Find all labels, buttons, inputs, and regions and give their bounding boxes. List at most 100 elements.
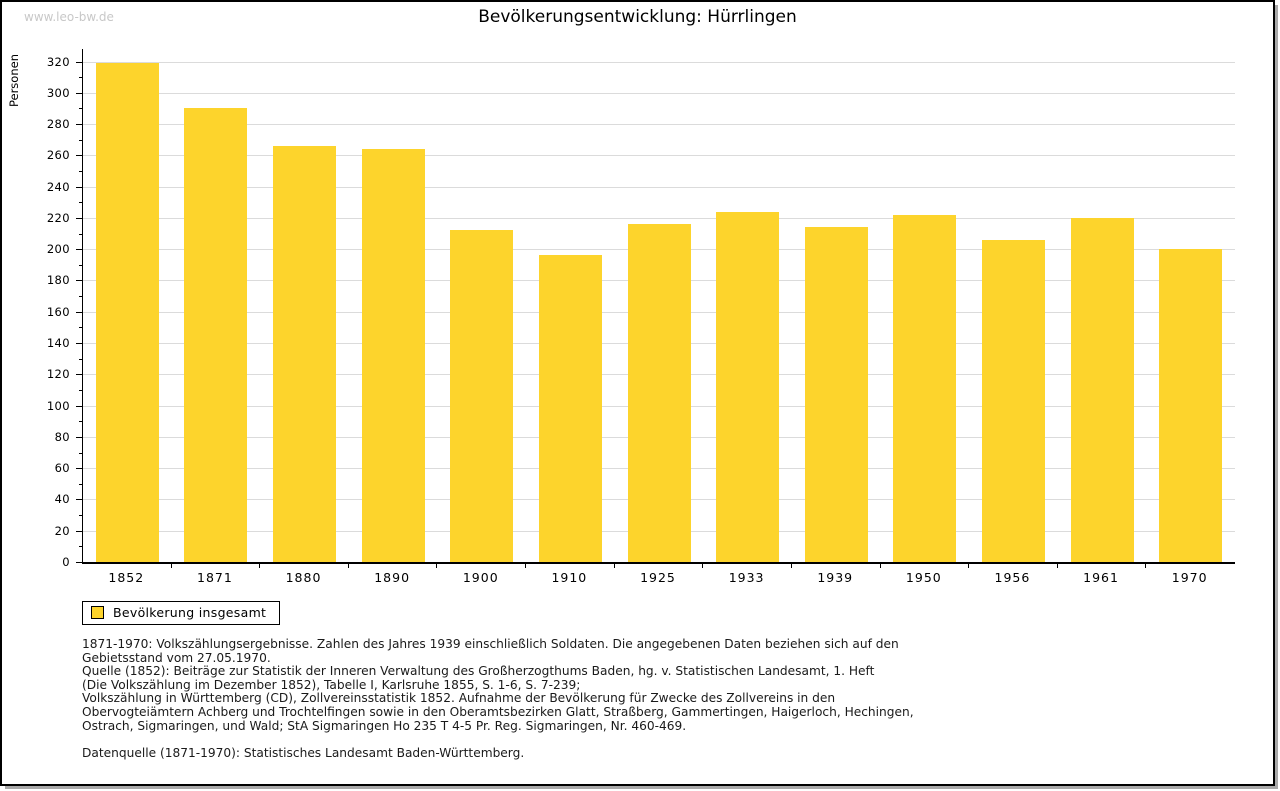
y-tick-label-220: 220: [46, 210, 70, 225]
y-minor-tick-210: [79, 233, 82, 235]
y-major-tick-160: [76, 311, 82, 313]
y-tick-label-40: 40: [54, 492, 70, 507]
bar-1910: [538, 255, 602, 562]
y-major-tick-280: [76, 124, 82, 126]
x-boundary-tick-11: [1056, 564, 1058, 568]
x-tick-label-1910: 1910: [551, 570, 588, 585]
y-major-tick-240: [76, 186, 82, 188]
y-tick-label-20: 20: [54, 523, 70, 538]
x-boundary-tick-4: [436, 564, 438, 568]
y-minor-tick-170: [79, 296, 82, 298]
y-tick-label-80: 80: [54, 429, 70, 444]
source-note-line-2: Gebietsstand vom 27.05.1970.: [82, 650, 271, 665]
bar-1871: [184, 108, 248, 562]
gridline-240: [83, 186, 1235, 188]
y-tick-label-140: 140: [46, 336, 70, 351]
bar-1961: [1070, 217, 1134, 562]
source-note-line-4: (Die Volkszählung im Dezember 1852), Tab…: [82, 677, 581, 692]
y-minor-tick-50: [79, 483, 82, 485]
y-minor-tick-190: [79, 264, 82, 266]
y-major-tick-20: [76, 530, 82, 532]
x-tick-label-1880: 1880: [285, 570, 322, 585]
x-tick-label-1852: 1852: [108, 570, 145, 585]
x-tick-label-1871: 1871: [197, 570, 233, 585]
bar-1956: [981, 239, 1045, 562]
legend-label: Bevölkerung insgesamt: [113, 605, 267, 620]
bar-1970: [1159, 249, 1223, 562]
y-major-tick-300: [76, 92, 82, 94]
y-tick-label-260: 260: [46, 148, 70, 163]
y-tick-label-200: 200: [46, 242, 70, 257]
x-tick-label-1925: 1925: [640, 570, 676, 585]
bar-1925: [627, 224, 691, 562]
x-boundary-tick-8: [790, 564, 792, 568]
x-boundary-tick-2: [259, 564, 261, 568]
gridline-320: [83, 61, 1235, 63]
source-note-spacer: [82, 733, 1222, 747]
x-tick-label-1950: 1950: [905, 570, 942, 585]
y-tick-label-160: 160: [46, 304, 70, 319]
bar-1950: [893, 214, 957, 562]
y-tick-label-60: 60: [54, 461, 70, 476]
y-major-tick-0: [76, 562, 82, 563]
y-minor-tick-270: [79, 139, 82, 141]
y-minor-tick-110: [79, 389, 82, 391]
y-minor-tick-150: [79, 327, 82, 329]
y-axis: 0 20 40 60 80 100 120 140 160 180 200 220 240 260 280 3…: [2, 49, 82, 569]
source-note-line-7: Ostrach, Sigmaringen, und Wald; StA Sigm…: [82, 718, 687, 733]
x-tick-label-1890: 1890: [374, 570, 411, 585]
y-tick-label-100: 100: [46, 398, 70, 413]
gridline-260: [83, 155, 1235, 157]
y-tick-label-240: 240: [46, 179, 70, 194]
y-major-tick-80: [76, 436, 82, 438]
source-note-line-5: Volkszählung in Württemberg (CD), Zollve…: [82, 691, 836, 706]
gridline-280: [83, 124, 1235, 126]
y-tick-label-120: 120: [46, 367, 70, 382]
x-boundary-tick-10: [968, 564, 970, 568]
y-minor-tick-310: [79, 77, 82, 79]
y-major-tick-260: [76, 155, 82, 157]
source-note-line-1: 1871-1970: Volkszählungsergebnisse. Zahl…: [82, 637, 899, 651]
y-major-tick-120: [76, 374, 82, 376]
y-minor-tick-70: [79, 452, 82, 454]
y-tick-label-300: 300: [46, 85, 70, 100]
page-title: Bevölkerungsentwicklung: Hürrlingen: [478, 7, 797, 27]
y-major-tick-100: [76, 405, 82, 407]
source-note-line-9: Datenquelle (1871-1970): Statistisches L…: [82, 745, 525, 760]
watermark-url: www.leo-bw.de: [24, 10, 114, 24]
x-boundary-tick-12: [1145, 564, 1147, 568]
source-note-line-3: Quelle (1852): Beiträge zur Statistik de…: [82, 664, 875, 679]
bar-1890: [361, 149, 425, 562]
plot-area: [82, 49, 1235, 564]
x-tick-label-1970: 1970: [1171, 570, 1208, 585]
y-minor-tick-10: [79, 546, 82, 548]
y-minor-tick-90: [79, 421, 82, 423]
y-tick-label-180: 180: [46, 273, 70, 288]
x-boundary-tick-3: [347, 564, 349, 568]
y-tick-label-320: 320: [46, 54, 70, 69]
x-boundary-tick-7: [702, 564, 704, 568]
x-boundary-tick-1: [170, 564, 172, 568]
bar-1880: [273, 145, 337, 562]
x-tick-label-1900: 1900: [462, 570, 499, 585]
x-tick-label-1961: 1961: [1083, 570, 1119, 585]
y-tick-label-0: 0: [62, 555, 70, 569]
y-major-tick-180: [76, 280, 82, 282]
legend: Bevölkerung insgesamt: [82, 601, 281, 625]
y-minor-tick-30: [79, 515, 82, 517]
x-boundary-tick-5: [525, 564, 527, 568]
x-boundary-tick-9: [879, 564, 881, 568]
y-minor-tick-130: [79, 358, 82, 360]
y-minor-tick-290: [79, 108, 82, 110]
y-major-tick-200: [76, 249, 82, 251]
x-boundary-tick-6: [613, 564, 615, 568]
x-tick-label-1956: 1956: [994, 570, 1031, 585]
y-major-tick-220: [76, 217, 82, 219]
legend-swatch-icon: [91, 606, 104, 619]
gridline-220: [83, 217, 1235, 219]
y-tick-label-280: 280: [46, 117, 70, 132]
source-note-line-6: Obervogteiämtern Achberg und Trochtelfin…: [82, 704, 914, 719]
y-minor-tick-230: [79, 202, 82, 204]
x-tick-label-1933: 1933: [728, 570, 765, 585]
